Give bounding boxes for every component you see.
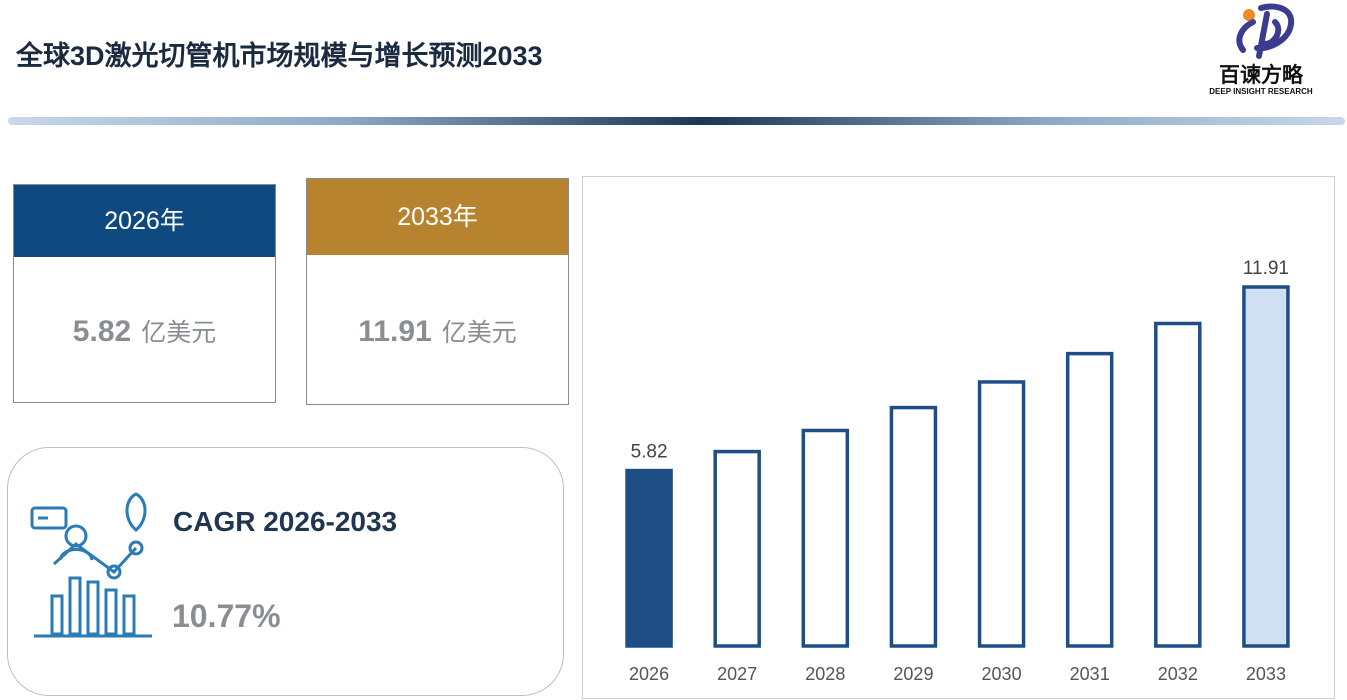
x-tick-label: 2032 — [1158, 664, 1198, 684]
x-tick-label: 2033 — [1246, 664, 1286, 684]
card-header: 2033年 — [307, 179, 568, 255]
logo-dot — [1243, 9, 1255, 21]
logo-tagline: DEEP INSIGHT RESEARCH — [1209, 87, 1313, 96]
card: 2033年 11.91 亿美元 — [306, 178, 569, 405]
page-title: 全球3D激光切管机市场规模与增长预测2033 — [16, 41, 543, 71]
card-body: 5.82 亿美元 — [14, 313, 275, 349]
cagr-icon — [30, 492, 152, 638]
icon-lines — [30, 492, 152, 638]
bar — [977, 380, 1026, 648]
x-tick-label: 2030 — [982, 664, 1022, 684]
card: 2026年 5.82 亿美元 — [13, 184, 276, 403]
x-tick-label: 2027 — [717, 664, 757, 684]
bar — [1065, 351, 1114, 648]
bar — [713, 449, 761, 648]
card-value: 5.82 — [72, 315, 132, 348]
bar — [889, 405, 938, 648]
bar — [1154, 321, 1202, 648]
bar — [625, 468, 673, 648]
cagr-label: CAGR 2026-2033 — [173, 506, 398, 537]
cagr-panel: CAGR 2026-2033 10.77% — [7, 447, 564, 696]
divider — [8, 117, 1345, 125]
data-label: 5.82 — [631, 442, 668, 463]
x-tick-label: 2029 — [893, 664, 933, 684]
bar — [801, 428, 850, 648]
card-value: 11.91 — [358, 315, 432, 348]
x-tick-label: 2031 — [1070, 664, 1110, 684]
cagr-value: 10.77% — [172, 598, 281, 634]
logo-name: 百谏方略 — [1219, 63, 1304, 87]
card-unit: 亿美元 — [141, 319, 217, 347]
bar-chart: 2026 5.82 2027 2028 2029 2030 2031 2032 2033 11.9… — [582, 176, 1335, 699]
data-label: 11.91 — [1243, 258, 1289, 279]
logo-mark — [1236, 3, 1295, 59]
x-tick-label: 2028 — [805, 664, 845, 684]
logo: 百谏方略 DEEP INSIGHT RESEARCH — [1209, 3, 1313, 96]
card-header: 2026年 — [14, 185, 275, 257]
x-tick-label: 2026 — [629, 664, 669, 684]
bar — [1242, 285, 1290, 648]
card-body: 11.91 亿美元 — [307, 313, 568, 349]
card-unit: 亿美元 — [441, 319, 517, 347]
